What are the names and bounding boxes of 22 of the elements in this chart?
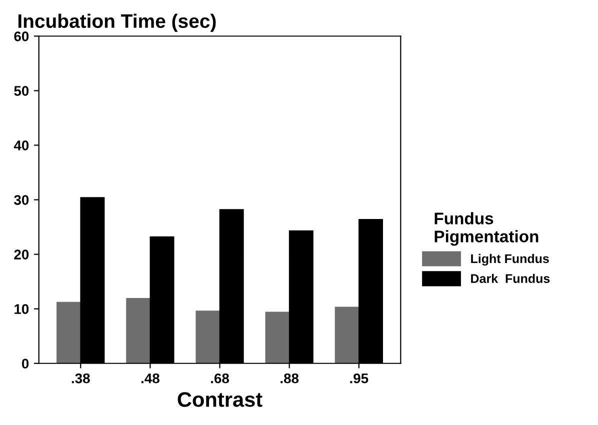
chart-title: Incubation Time (sec) xyxy=(18,14,216,32)
legend-title: Fundus Pigmentation xyxy=(434,212,538,246)
legend-label: Dark Fundus xyxy=(471,274,550,284)
y-tick-label: 0 xyxy=(22,358,29,369)
x-tick-label: .95 xyxy=(350,373,368,384)
x-axis-title: Contrast xyxy=(178,392,262,407)
bar xyxy=(265,312,290,364)
bar xyxy=(56,302,82,364)
bar xyxy=(126,298,151,364)
bar xyxy=(334,306,360,364)
x-tick-label: .48 xyxy=(141,373,160,384)
y-tick-label: 50 xyxy=(14,86,29,96)
y-tick-label: 40 xyxy=(14,140,29,150)
y-tick-label: 30 xyxy=(14,195,29,205)
x-tick-label: .88 xyxy=(280,373,299,384)
y-tick-label: 20 xyxy=(14,250,29,260)
bar xyxy=(196,310,220,364)
y-tick-label: 60 xyxy=(14,31,29,42)
legend-label: Light Fundus xyxy=(471,254,549,266)
x-tick-label: .68 xyxy=(211,373,229,384)
x-tick-label: .38 xyxy=(72,373,90,384)
y-tick-label: 10 xyxy=(14,304,29,314)
